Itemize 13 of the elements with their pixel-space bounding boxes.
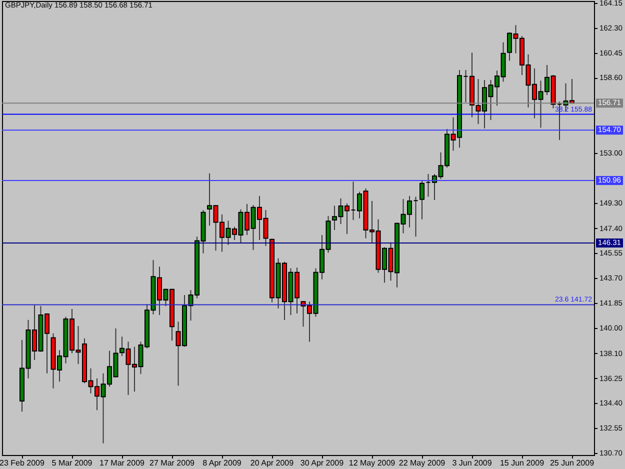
x-tick-label: 5 Mar 2009 (52, 458, 93, 468)
x-tick-label: 27 Mar 2009 (150, 458, 196, 468)
x-tick-label: 22 May 2009 (398, 458, 446, 468)
x-tick-label: 12 May 2009 (348, 458, 396, 468)
candlestick (420, 180, 424, 220)
x-tick-label: 20 Apr 2009 (250, 458, 294, 468)
x-tick-label: 8 Apr 2009 (202, 458, 242, 468)
x-tick-label: 30 Apr 2009 (300, 458, 344, 468)
x-tick-label: 17 Mar 2009 (100, 458, 146, 468)
x-tick-label: 15 Jun 2009 (500, 458, 545, 468)
x-tick-label: 3 Jun 2009 (452, 458, 492, 468)
x-tick-label: 23 Feb 2009 (0, 458, 46, 468)
x-tick-label: 25 Jun 2009 (550, 458, 595, 468)
